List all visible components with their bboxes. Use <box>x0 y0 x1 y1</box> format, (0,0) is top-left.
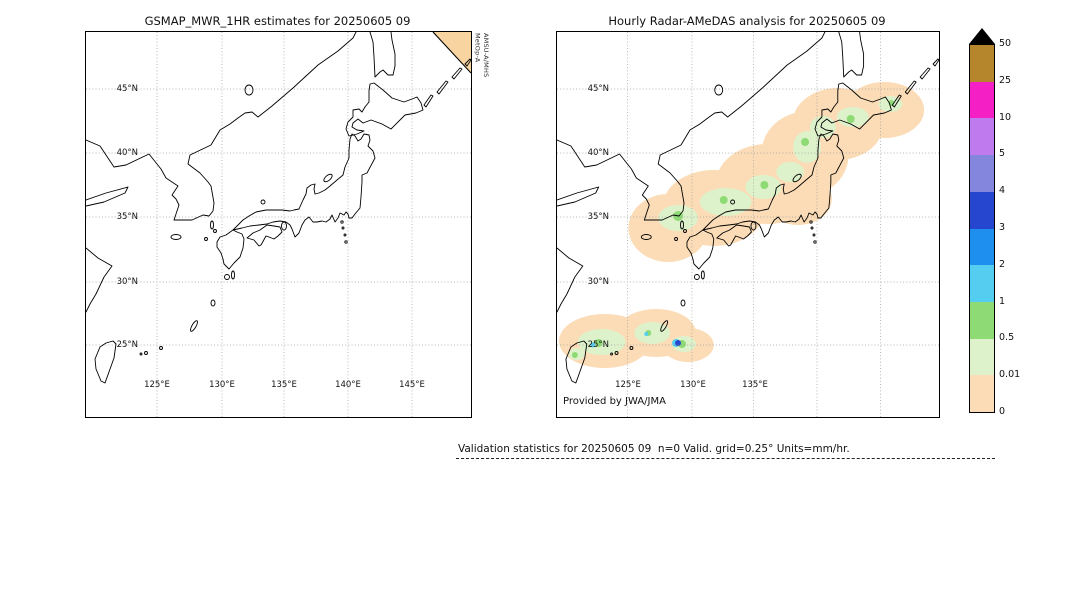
colorbar-segments <box>969 44 995 413</box>
colorbar-tick-label: 0.5 <box>999 332 1015 343</box>
left-panel-title: GSMAP_MWR_1HR estimates for 20250605 09 <box>144 14 411 28</box>
lat-tick: 40°N <box>116 148 138 158</box>
colorbar-overflow-triangle <box>969 28 995 44</box>
swath-edge-line <box>432 32 471 74</box>
colorbar-segment <box>970 155 994 192</box>
colorbar-tick-label: 50 <box>999 38 1012 49</box>
colorbar-segment <box>970 118 994 156</box>
colorbar-tick-label: 5 <box>999 148 1006 159</box>
colorbar-tick-label: 3 <box>999 222 1006 233</box>
lat-tick: 30°N <box>587 277 609 287</box>
colorbar-tick-label: 25 <box>999 75 1012 86</box>
colorbar-segment <box>970 301 994 339</box>
sensor-name-label: AMSU-A/MHS <box>481 33 490 78</box>
precip-intense-cell <box>675 340 682 346</box>
colorbar-tick-label: 4 <box>999 185 1006 196</box>
lat-tick: 30°N <box>116 277 138 287</box>
colorbar-segment <box>970 191 994 229</box>
lat-tick: 35°N <box>587 212 609 222</box>
lon-tick: 130°E <box>209 380 235 390</box>
lon-tick: 140°E <box>335 380 361 390</box>
colorbar-segment <box>970 45 994 82</box>
satellite-name-label: MetOp-A <box>473 33 482 63</box>
lat-tick: 45°N <box>587 84 609 94</box>
lon-tick: 135°E <box>742 380 768 390</box>
lon-tick: 125°E <box>144 380 170 390</box>
right-map-svg <box>557 32 939 417</box>
lon-tick: 130°E <box>680 380 706 390</box>
colorbar-segment <box>970 265 994 302</box>
left-map-svg <box>86 32 471 417</box>
colorbar-tick-label: 10 <box>999 112 1012 123</box>
colorbar <box>969 28 995 413</box>
lon-tick: 145°E <box>399 380 425 390</box>
colorbar-segment <box>970 81 994 119</box>
lat-tick: 40°N <box>587 148 609 158</box>
lon-tick: 125°E <box>615 380 641 390</box>
lat-tick: 25°N <box>587 340 609 350</box>
lat-tick: 45°N <box>116 84 138 94</box>
precip-trace-cells <box>558 82 925 368</box>
colorbar-segment <box>970 228 994 266</box>
lat-tick: 35°N <box>116 212 138 222</box>
gsmap-estimate-map: 45°N 40°N 35°N 30°N 25°N 125°E 130°E 135… <box>85 31 472 418</box>
colorbar-tick-label: 1 <box>999 296 1006 307</box>
colorbar-tick-label: 2 <box>999 259 1006 270</box>
colorbar-tick-label: 0.01 <box>999 369 1021 380</box>
validation-caption: Validation statistics for 20250605 09 n=… <box>458 443 850 455</box>
colorbar-segment <box>970 375 994 413</box>
lat-tick: 25°N <box>116 340 138 350</box>
radar-amedas-map: 45°N 40°N 35°N 30°N 25°N 125°E 130°E 135… <box>556 31 940 418</box>
lon-tick: 135°E <box>271 380 297 390</box>
colorbar-tick-label: 0 <box>999 406 1006 417</box>
satellite-swath-label: MetOp-A AMSU-A/MHS <box>473 33 489 77</box>
data-credit: Provided by JWA/JMA <box>563 396 666 407</box>
dashed-divider <box>456 458 995 459</box>
right-panel-title: Hourly Radar-AMeDAS analysis for 2025060… <box>608 14 886 28</box>
colorbar-segment <box>970 338 994 376</box>
